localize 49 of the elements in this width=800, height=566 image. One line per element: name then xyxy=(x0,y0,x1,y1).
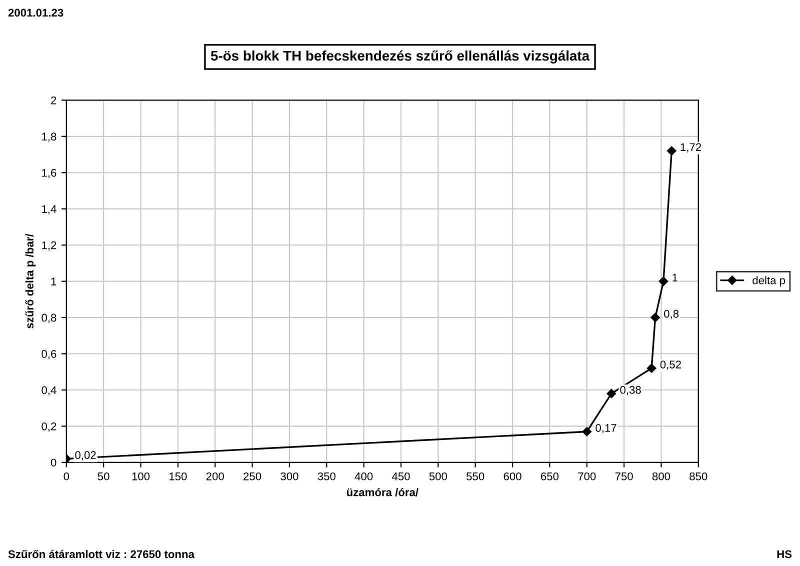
chart-title: 5-ös blokk TH befecskendezés szűrő ellenállás vizsgálata xyxy=(210,50,590,64)
data-label: 0,17 xyxy=(596,424,616,434)
x-tick-label: 350 xyxy=(318,472,336,480)
y-tick-label: 0,8 xyxy=(42,314,56,323)
x-tick-label: 750 xyxy=(615,472,633,480)
point xyxy=(646,364,656,373)
data-label: 1 xyxy=(672,274,678,282)
x-tick-label: 150 xyxy=(170,472,187,480)
text: 2001.01.23 xyxy=(8,8,64,17)
x-tick-label: 300 xyxy=(280,472,298,480)
x-tick-label: 650 xyxy=(540,472,559,480)
x-tick-label: 200 xyxy=(206,472,224,480)
y-tick-label: 1,6 xyxy=(42,168,56,178)
x-tick-label: 50 xyxy=(98,472,110,480)
x-tick-label: 850 xyxy=(690,472,708,480)
point xyxy=(582,427,592,436)
y-tick-label: 0,4 xyxy=(42,386,56,396)
x-tick-label: 600 xyxy=(504,472,522,480)
data-label: 1,72 xyxy=(680,143,702,152)
point xyxy=(606,388,616,398)
data-label: 0,02 xyxy=(75,451,96,460)
y-tick-label: 1,2 xyxy=(42,241,56,251)
y-tick-label: 2 xyxy=(51,96,56,104)
x-axis-title: üzamóra /óra/ xyxy=(346,488,418,496)
x-tick-label: 250 xyxy=(244,472,262,480)
data-label: 0,52 xyxy=(660,360,681,370)
data-label: 0,8 xyxy=(664,310,679,320)
y-tick-label: 1,8 xyxy=(42,132,56,142)
y-tick-label: 0 xyxy=(50,458,56,467)
x-tick-label: 700 xyxy=(578,472,596,480)
point xyxy=(667,146,676,156)
x-tick-label: 100 xyxy=(132,472,150,480)
text: HS xyxy=(777,550,792,558)
y-tick-label: 1 xyxy=(51,278,56,286)
x-tick-label: 500 xyxy=(429,472,447,480)
y-tick-label: 0,6 xyxy=(42,350,56,360)
x-tick-label: 550 xyxy=(466,472,484,480)
point xyxy=(650,312,660,322)
x-tick-label: 450 xyxy=(392,472,410,480)
x-tick-label: 0 xyxy=(64,472,70,480)
data-label: 0,38 xyxy=(620,386,641,396)
x-tick-label: 400 xyxy=(354,472,373,480)
y-tick-label: 0,2 xyxy=(42,422,56,432)
y-tick-label: 1,4 xyxy=(42,205,56,214)
point xyxy=(658,276,668,286)
text: Szűrőn átáramlott viz : 27650 tonna xyxy=(8,550,195,558)
y-axis-title: szűrő delta p /bar/ xyxy=(25,234,36,328)
legend-label: delta p xyxy=(752,276,786,286)
x-tick-label: 800 xyxy=(652,472,670,480)
